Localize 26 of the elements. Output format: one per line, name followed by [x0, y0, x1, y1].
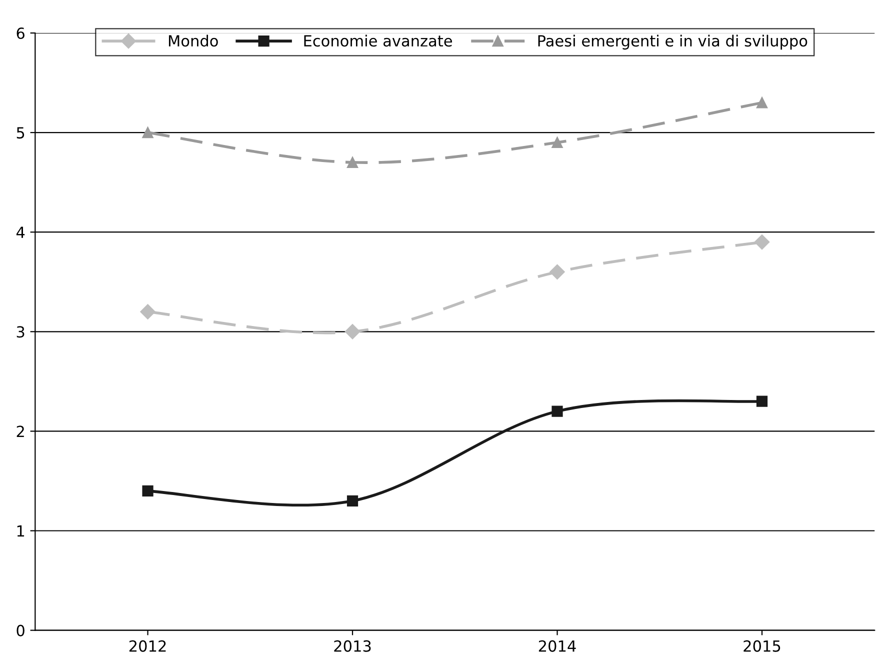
y-tick-label: 0 — [16, 624, 24, 636]
legend-label: Mondo — [168, 34, 218, 47]
point — [142, 126, 154, 138]
x-tick-label: 2012 — [129, 640, 166, 652]
point — [756, 396, 768, 407]
point — [756, 97, 768, 108]
point — [346, 156, 358, 168]
point — [754, 234, 770, 250]
x-tick-label: 2013 — [334, 640, 371, 652]
point — [344, 324, 360, 340]
point — [140, 304, 156, 320]
point — [346, 495, 358, 506]
point — [552, 406, 563, 417]
y-tick-label: 5 — [16, 127, 24, 139]
point — [142, 485, 154, 496]
y-tick-label: 4 — [16, 226, 25, 238]
y-tick-label: 6 — [16, 27, 24, 40]
y-tick-label: 2 — [16, 426, 24, 438]
legend-label: Economie avanzate — [304, 34, 452, 47]
x-tick-label: 2015 — [744, 640, 780, 652]
point — [552, 136, 563, 148]
y-tick-label: 3 — [16, 326, 24, 338]
point — [550, 264, 565, 280]
x-tick-label: 2014 — [538, 640, 576, 652]
legend-label: Paesi emergenti e in via di sviluppo — [538, 34, 808, 50]
y-tick-label: 1 — [17, 525, 24, 537]
